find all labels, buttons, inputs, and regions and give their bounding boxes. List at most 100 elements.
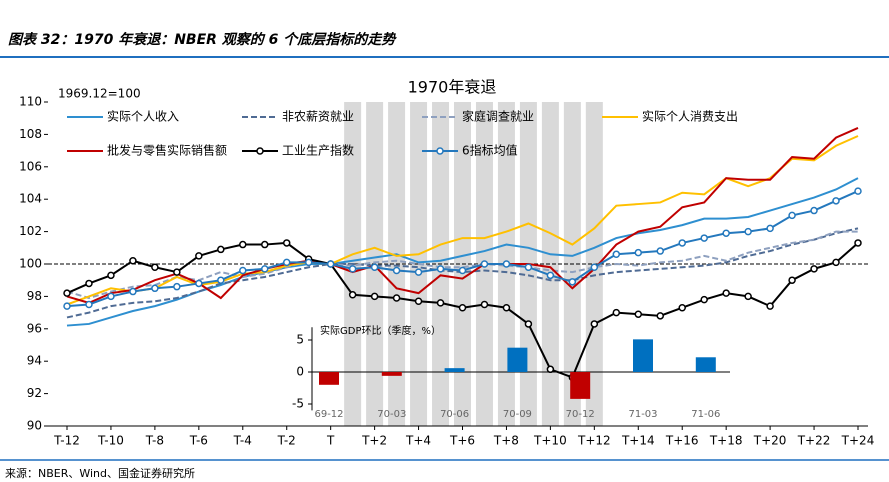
series-point [392,266,401,275]
legend-label: 家庭调查就业 [462,109,534,124]
series-point [546,365,555,374]
x-tick-label: T-4 [233,434,252,448]
series-point [173,268,181,276]
legend-label: 工业生产指数 [282,143,354,158]
series-line [66,227,859,319]
series-point [63,289,71,297]
x-tick-label: T+6 [449,434,475,448]
series-point [85,279,93,288]
series-point [590,320,599,328]
inset-bar [444,368,465,372]
legend-label: 6指标均值 [462,143,518,158]
series-point [700,234,708,242]
series-point [436,299,445,307]
series-point [414,297,423,306]
y-tick-label: 94 [27,354,42,368]
series-point [502,260,511,268]
inset-x-tick-label: 69-12 [314,409,343,420]
series-point [678,303,686,312]
series-point [766,224,774,233]
series-point [744,227,752,236]
inset-x-tick-label: 70-12 [566,409,595,420]
x-tick-label: T-6 [189,434,208,448]
series-point [282,258,291,267]
legend-label: 实际个人收入 [107,109,179,124]
series-point [239,266,247,275]
y-tick-label: 96 [27,321,42,335]
series-point [854,239,862,247]
y-label: 1969.12=100 [58,87,141,101]
series-point [348,291,357,299]
series-point [370,292,379,301]
series-point [261,265,269,273]
x-tick-label: T+2 [361,434,387,448]
series-point [129,287,137,296]
inset-bar [319,372,339,385]
x-tick-label: T+10 [533,434,567,448]
shade-stripe [541,102,559,426]
x-tick-label: T-10 [97,434,124,448]
series-point [217,276,225,284]
y-tick-label: 104 [19,192,42,206]
y-tick-label: 92 [27,386,42,400]
series-point [612,308,621,317]
series-point [568,278,577,286]
series-point [370,263,379,271]
series-point [546,271,555,280]
x-tick-label: T+18 [709,434,743,448]
legend-marker [256,147,264,155]
series-point [832,197,840,205]
x-tick-label: T+4 [405,434,431,448]
series-point [151,284,159,293]
inset-bar [695,357,716,372]
series-point [524,263,533,271]
chart-title: 1970年衰退 [408,78,497,97]
series-point [326,260,335,268]
series-point [810,206,818,215]
inset-bar [633,339,653,372]
series-point [766,302,774,310]
series-point [722,229,730,237]
series-point [788,276,796,284]
series-point [195,279,203,288]
x-tick-label: T+16 [665,434,699,448]
inset-title: 实际GDP环比（季度，%） [320,324,441,337]
inset-y-tick-label: 0 [296,365,304,379]
series-point [502,303,511,312]
legend-label: 实际个人消费支出 [642,109,738,124]
y-tick-label: 100 [19,257,42,271]
series-point [129,257,137,265]
x-tick-label: T [326,434,335,448]
series-point [436,265,445,273]
source: 来源：NBER、Wind、国金证券研究所 [5,466,195,480]
series-point [480,260,489,268]
y-tick-label: 108 [19,127,42,141]
series-point [173,282,181,291]
series-point [832,258,840,267]
y-tick-label: 110 [19,95,42,109]
series-point [458,303,467,312]
series-point [700,295,708,304]
series-point [480,300,489,309]
x-tick-label: T+8 [493,434,519,448]
series-point [304,258,313,267]
legend-marker [436,147,444,155]
inset-x-tick-label: 70-03 [377,409,406,420]
y-tick-label: 90 [27,419,42,433]
page-header: 图表 32：1970 年衰退：NBER 观察的 6 个底层指标的走势 [8,31,397,48]
series-point [678,239,686,247]
series-point [788,211,796,220]
series-point [348,265,357,273]
x-tick-label: T+12 [577,434,611,448]
legend-label: 非农薪资就业 [282,110,354,124]
y-tick-label: 106 [19,159,42,173]
series-point [458,266,467,275]
series-point [634,248,643,257]
series-point [195,252,203,260]
x-tick-label: T+24 [841,434,875,448]
series-point [722,289,730,297]
series-point [634,310,643,318]
inset-bar [507,347,528,372]
series-point [414,268,423,276]
